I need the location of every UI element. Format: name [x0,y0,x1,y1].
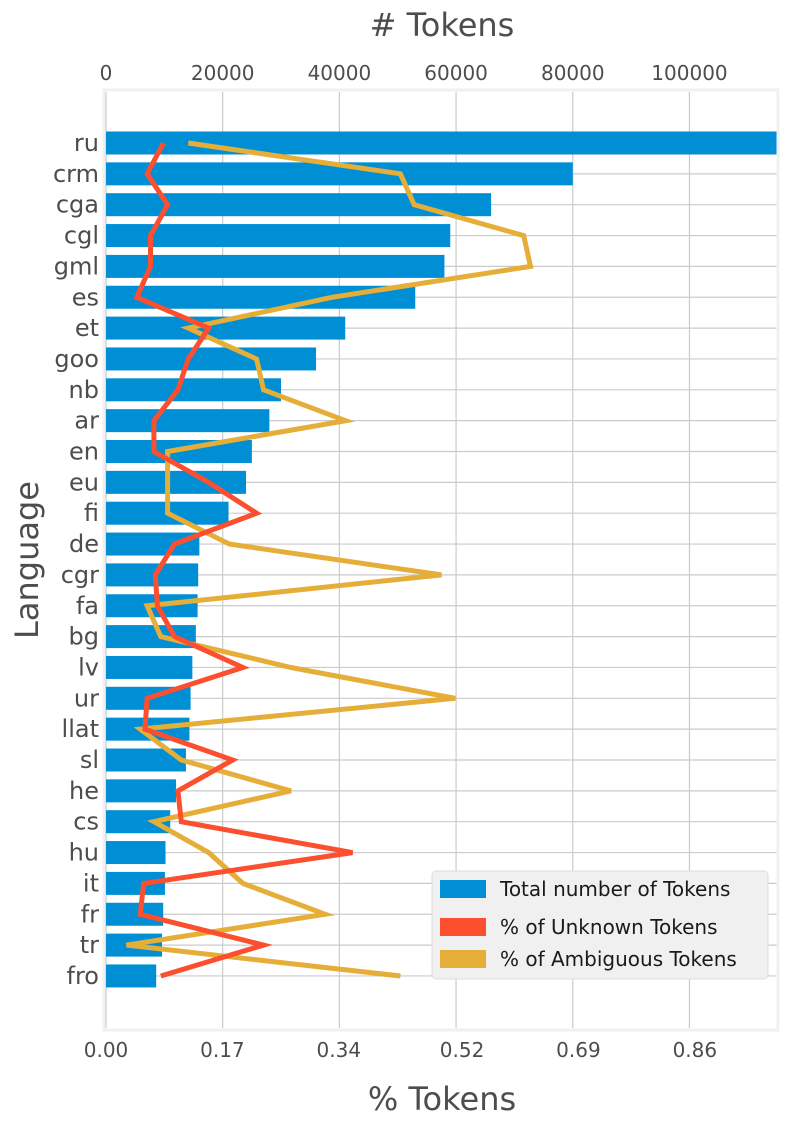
bar-ar [106,409,270,433]
y-tick-label-es: es [72,283,99,311]
bar-hu [106,841,166,865]
bottom-x-tick-labels: 0.00 0.17 0.34 0.52 0.69 0.86 [84,1038,717,1062]
legend-box [431,870,769,980]
bottom-axis-label: % Tokens [368,1080,516,1118]
bar-crm [106,162,573,186]
y-tick-label-nb: nb [69,376,99,404]
line-ambiguous-tokens [126,140,534,979]
bar-he [106,779,177,803]
bar-it [106,871,165,895]
bottom-x-tick-label: 0.34 [317,1038,362,1062]
line-unknown-tokens [133,141,353,979]
legend-label-ambiguous: % of Ambiguous Tokens [500,947,737,971]
legend-swatch-unknown [440,918,486,936]
y-tick-label-gml: gml [54,252,99,280]
y-axis-label: Language [8,481,46,639]
y-tick-label-fi: fi [84,499,99,527]
legend-label-unknown: % of Unknown Tokens [500,915,718,939]
bottom-x-tick-label: 0.86 [673,1038,718,1062]
y-tick-label-llat: llat [62,715,99,743]
y-tick-label-sl: sl [80,746,99,774]
y-tick-label-fr: fr [81,900,99,928]
bar-lv [106,655,193,679]
y-tick-label-crm: crm [53,160,99,188]
bar-fr [106,902,164,926]
top-axis-label: # Tokens [370,6,515,44]
bottom-x-tick-label: 0.52 [440,1038,485,1062]
bar-cs [106,810,171,834]
y-tick-label-ar: ar [74,407,99,435]
y-tick-label-goo: goo [54,345,99,373]
y-tick-label-hu: hu [69,839,99,867]
bar-cgr [106,563,199,587]
y-tick-label-he: he [69,777,99,805]
top-x-tick-label: 20000 [191,61,255,85]
legend-swatch-ambiguous [440,950,486,968]
y-tick-label-fro: fro [67,962,99,990]
y-tick-label-ur: ur [74,684,99,712]
bar-bg [106,625,196,649]
top-x-tick-labels: 0 20000 40000 60000 80000 100000 [100,61,728,85]
y-tick-label-it: it [83,869,99,897]
y-tick-label-cgr: cgr [61,561,99,589]
legend: Total number of Tokens % of Unknown Toke… [431,870,769,980]
y-tick-label-et: et [75,314,99,342]
bar-fro [106,964,157,988]
y-tick-label-cga: cga [56,191,99,219]
y-tick-label-eu: eu [69,468,99,496]
bars [106,131,777,988]
top-x-tick-label: 60000 [424,61,488,85]
bar-gml [106,254,445,278]
y-tick-label-lv: lv [78,653,99,681]
y-tick-label-fa: fa [76,592,99,620]
bar-eu [106,470,247,494]
top-x-tick-label: 100000 [651,61,727,85]
bar-ru [106,131,777,155]
y-tick-label-ru: ru [74,129,99,157]
bar-nb [106,378,282,402]
bar-es [106,285,416,309]
top-x-tick-label: 80000 [541,61,605,85]
y-tick-label-de: de [69,530,99,558]
bar-sl [106,748,186,772]
y-tick-label-cs: cs [73,808,99,836]
plot-frame [102,88,780,1032]
y-tick-label-tr: tr [80,931,99,959]
legend-label-total: Total number of Tokens [499,877,730,901]
y-tick-label-cgl: cgl [64,222,99,250]
legend-swatch-bar [440,880,486,898]
lines [126,140,534,979]
y-tick-label-en: en [69,438,99,466]
bottom-x-tick-label: 0.17 [200,1038,245,1062]
y-tick-label-bg: bg [69,623,99,651]
bottom-x-tick-label: 0.00 [84,1038,129,1062]
bar-de [106,532,200,556]
bar-cga [106,193,492,217]
bar-goo [106,347,317,371]
bar-et [106,316,346,340]
bottom-x-tick-label: 0.69 [556,1038,601,1062]
top-x-tick-label: 0 [100,61,113,85]
top-x-tick-label: 40000 [308,61,372,85]
bar-cgl [106,224,451,248]
